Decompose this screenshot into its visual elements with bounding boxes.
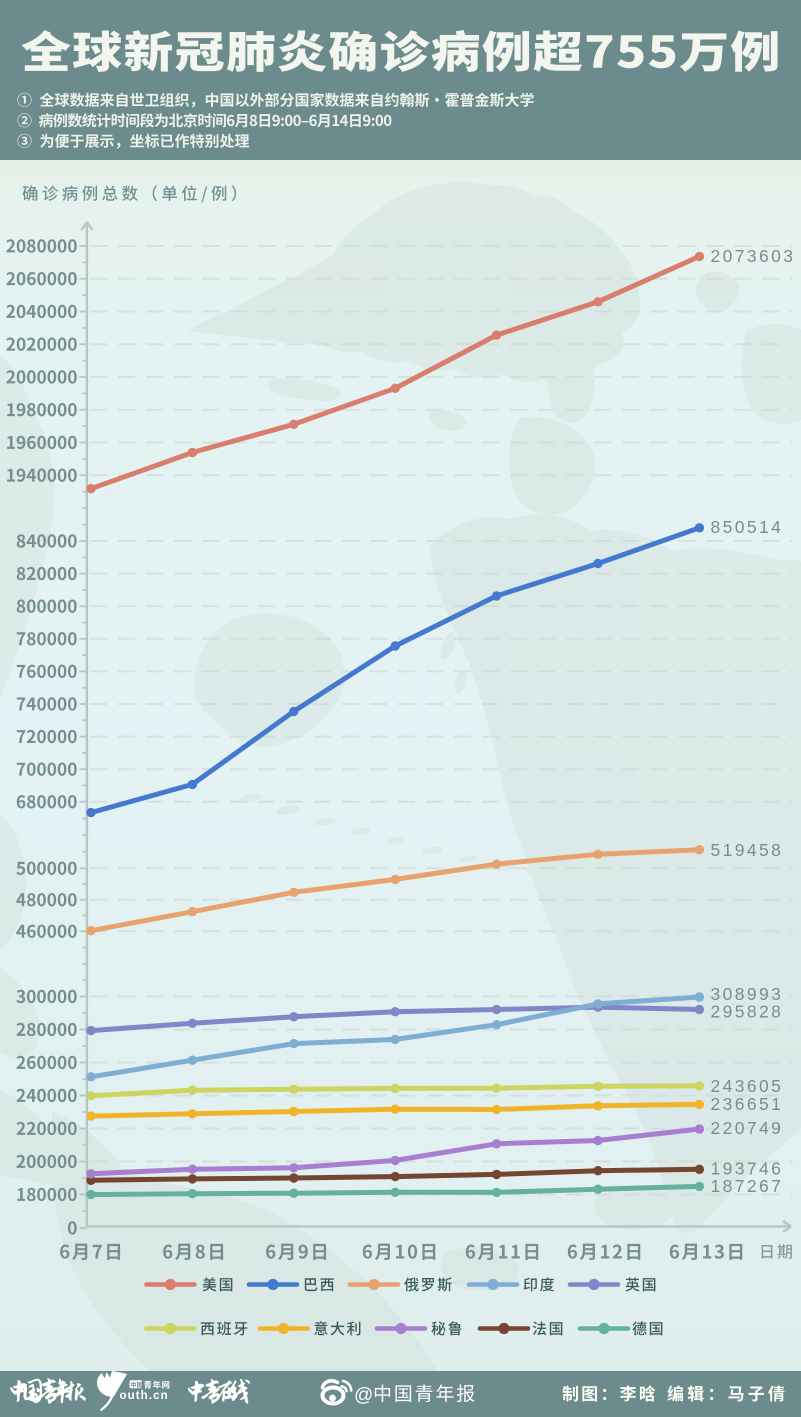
svg-text:243605: 243605: [711, 1076, 784, 1096]
svg-text:@: @: [354, 1385, 373, 1406]
svg-text:193746: 193746: [711, 1159, 784, 1179]
svg-text:outh.cn: outh.cn: [120, 1390, 169, 1402]
svg-text:519458: 519458: [711, 840, 784, 860]
svg-text:187267: 187267: [711, 1176, 784, 1196]
svg-text:236651: 236651: [711, 1094, 784, 1114]
svg-text:2073603: 2073603: [711, 246, 796, 266]
svg-text:295828: 295828: [711, 1002, 784, 1022]
svg-text:850514: 850514: [711, 517, 784, 537]
svg-text:220749: 220749: [711, 1118, 784, 1138]
svg-text:308993: 308993: [711, 984, 784, 1004]
